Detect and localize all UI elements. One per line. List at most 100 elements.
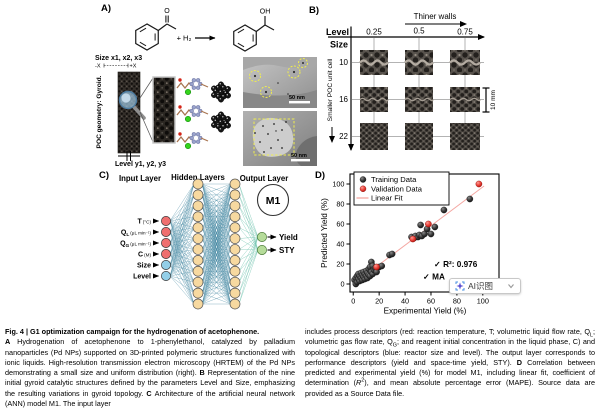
- ai-image-recognition-badge[interactable]: AI识图: [449, 278, 521, 294]
- nn-edge: [201, 271, 232, 305]
- magnifier-glare: [121, 93, 131, 103]
- x-axis-label: Experimental Yield (%): [384, 307, 467, 316]
- y-tick-label: 80: [336, 200, 344, 209]
- nn-hidden-node: [192, 178, 204, 190]
- label-unit: (M): [144, 252, 151, 257]
- nn-hidden-node: [229, 265, 241, 277]
- panel-a-label: A): [101, 3, 111, 14]
- nn-input-node: [161, 227, 171, 237]
- nn-hidden-node: [192, 276, 204, 288]
- size-value: 22: [339, 132, 348, 141]
- nn-edge: [201, 205, 232, 305]
- chevron-down-icon[interactable]: [507, 282, 515, 290]
- imidazolium-atom: [191, 132, 196, 137]
- r2-annotation: ✓ R²: 0.976: [434, 260, 478, 269]
- caption-segment: B: [199, 368, 208, 378]
- caption-segment: C: [146, 388, 155, 398]
- pd-highlight: [222, 116, 224, 118]
- pd-highlight: [222, 125, 224, 127]
- pd-highlight: [217, 125, 219, 127]
- pd-nanoparticle: [218, 81, 224, 88]
- nn-input-label: QG(μL min⁻¹): [120, 240, 151, 249]
- nn-edge: [169, 183, 195, 266]
- nn-edge: [201, 183, 232, 228]
- imidazolium-atom: [196, 112, 201, 117]
- double-bond: [139, 27, 147, 33]
- nn-edge: [201, 183, 232, 283]
- tem1-nanoparticles: [253, 62, 304, 95]
- caption-segment: L: [589, 332, 593, 339]
- hrtem-image-2: 50 nm: [243, 111, 317, 166]
- nn-output-node: [257, 232, 267, 242]
- level-value: 0.5: [413, 27, 425, 36]
- tem1-scalebar: [289, 101, 310, 104]
- model-m1-circle: [256, 183, 290, 217]
- panel-b: B) Thiner walls Level Size 0.25 0.5 0.75…: [309, 5, 497, 151]
- nn-edge: [201, 216, 232, 305]
- figure-caption: Fig. 4 | G1 optimization campaign for th…: [0, 327, 600, 409]
- y-tick-label: 40: [336, 240, 344, 249]
- y-axis-label: Predicted Yield (%): [320, 198, 329, 268]
- nn-hidden-node: [229, 255, 241, 266]
- panel-c-label: C): [99, 170, 109, 181]
- scalebar-10mm: 10 mm: [482, 87, 497, 113]
- nn-edge: [238, 249, 259, 251]
- axis-ticks: 0 20 40 60 80 100 0 20 40 60 80 100: [332, 180, 489, 306]
- label-main: C: [138, 251, 143, 258]
- methyl-bond: [264, 24, 275, 31]
- pd-highlight: [226, 87, 228, 90]
- imidazolium-atom: [189, 135, 194, 141]
- legend-label-training: Training Data: [371, 175, 417, 184]
- x-tick-label: 60: [427, 297, 435, 306]
- nn-edge: [169, 183, 195, 222]
- pd-highlight: [216, 116, 219, 118]
- nn-edge: [169, 275, 195, 283]
- caption-segment: D: [516, 357, 528, 367]
- size-axis-label: Size x1, x2, x3: [95, 55, 142, 62]
- x-tick-label: 40: [401, 297, 409, 306]
- nn-edge: [169, 227, 195, 277]
- pd-highlight: [219, 98, 221, 100]
- nn-edge: [238, 236, 259, 294]
- tem2-shadow: [295, 136, 317, 166]
- label-main: T: [138, 218, 143, 225]
- bond: [157, 23, 168, 31]
- x-tick-label: 0: [351, 297, 355, 306]
- nn-edge: [238, 183, 259, 238]
- caption-right-column: includes process descriptors (red: react…: [305, 327, 595, 409]
- label-unit: (μL min⁻¹): [130, 241, 151, 246]
- hydroxyl-oh-label: OH: [260, 9, 271, 16]
- panel-c: C) Input Layer Hidden Layers Output Laye…: [99, 170, 298, 310]
- nn-hidden-node: [229, 178, 241, 190]
- ionic-liquid-molecules: [176, 78, 231, 150]
- nn-edge: [201, 292, 232, 305]
- tem2-scalebar-label: 50 nm: [291, 153, 307, 159]
- tem1-highlight-circles: [249, 58, 308, 98]
- double-bond: [139, 41, 147, 47]
- nn-edge: [201, 249, 232, 305]
- scalebar-label: 10 mm: [490, 90, 497, 110]
- legend-marker-training: [359, 176, 367, 183]
- nn-hidden-node: [229, 287, 241, 299]
- gyroid-wave-highlights-mid: [359, 97, 481, 102]
- caption-segment: Correlation between predicted and experi…: [305, 357, 595, 388]
- caption-segment: ; and reagent initial concentration in t…: [305, 337, 595, 367]
- nn-output-node: [257, 245, 267, 255]
- pd-nanoparticle: [211, 92, 217, 98]
- bond: [255, 24, 266, 32]
- hidden-layers-header: Hidden Layers: [171, 173, 225, 182]
- nn-edge: [238, 194, 259, 251]
- nn-edge: [201, 183, 232, 272]
- caption-segment: Representation of the nine initial gyroi…: [5, 368, 296, 398]
- oxygen-atom: [178, 105, 182, 109]
- pd-highlight: [226, 117, 228, 120]
- pd-highlight: [219, 128, 221, 130]
- nn-edge: [169, 271, 195, 277]
- badge-label[interactable]: AI识图: [468, 281, 494, 291]
- nn-hidden-node: [229, 211, 241, 223]
- nn-edge: [238, 249, 259, 305]
- pd-highlight: [224, 91, 226, 94]
- oxygen-atom: [178, 78, 182, 82]
- scan-frame: [455, 281, 465, 291]
- nn-edge: [201, 183, 232, 294]
